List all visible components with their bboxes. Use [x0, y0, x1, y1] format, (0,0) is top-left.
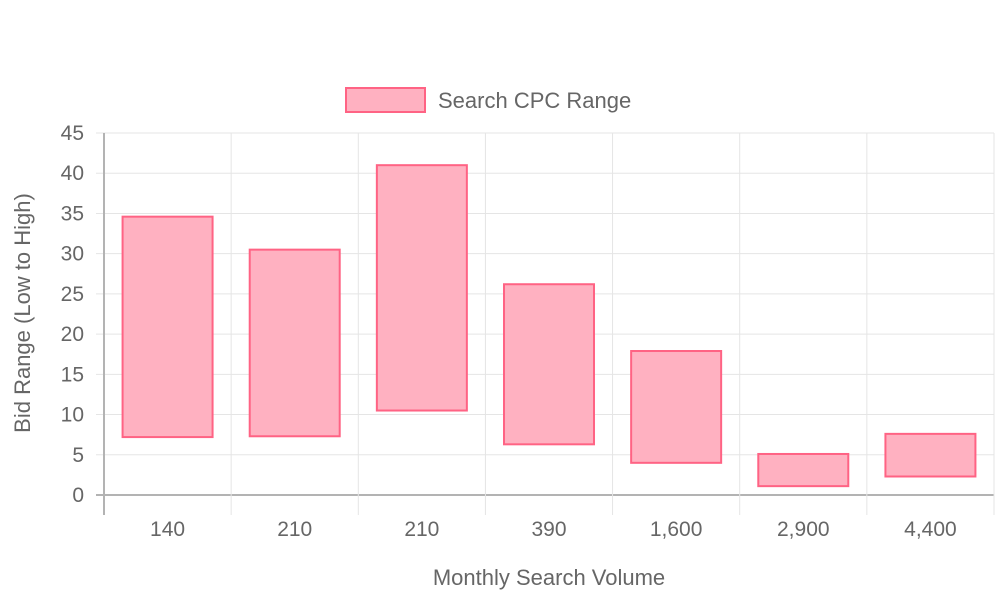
- y-tick-label: 10: [61, 404, 84, 427]
- x-axis-title: Monthly Search Volume: [433, 565, 665, 590]
- y-tick-label: 25: [61, 283, 84, 306]
- x-tick-label: 210: [277, 518, 312, 541]
- x-tick-label: 210: [404, 518, 439, 541]
- range-bar[interactable]: [757, 452, 850, 488]
- y-tick-label: 15: [61, 363, 84, 386]
- legend-label[interactable]: Search CPC Range: [438, 88, 631, 113]
- bar-layer: [121, 164, 977, 488]
- y-tick-label: 40: [61, 162, 84, 185]
- y-tick-label: 5: [72, 444, 84, 467]
- range-bar[interactable]: [375, 164, 468, 412]
- y-tick-label: 35: [61, 202, 84, 225]
- range-bar[interactable]: [630, 350, 723, 464]
- x-tick-label: 140: [150, 518, 185, 541]
- range-bar[interactable]: [884, 432, 977, 478]
- range-bar[interactable]: [248, 248, 341, 438]
- x-tick-label: 4,400: [904, 518, 957, 541]
- axis-layer: 0 5 10 15 20 25 30 35 40 45 140 210 210 390 1,600 2,900…: [61, 122, 957, 541]
- range-bar[interactable]: [121, 215, 214, 439]
- range-bar[interactable]: [503, 283, 595, 446]
- y-tick-label: 30: [61, 243, 84, 266]
- y-tick-label: 20: [61, 323, 84, 346]
- x-tick-label: 1,600: [650, 518, 703, 541]
- legend-swatch[interactable]: [345, 87, 426, 113]
- legend[interactable]: Search CPC Range: [345, 87, 631, 113]
- y-tick-label: 45: [61, 122, 84, 145]
- y-axis-title: Bid Range (Low to High): [10, 193, 35, 433]
- y-tick-label: 0: [72, 484, 84, 507]
- x-tick-label: 390: [531, 518, 566, 541]
- x-tick-label: 2,900: [777, 518, 830, 541]
